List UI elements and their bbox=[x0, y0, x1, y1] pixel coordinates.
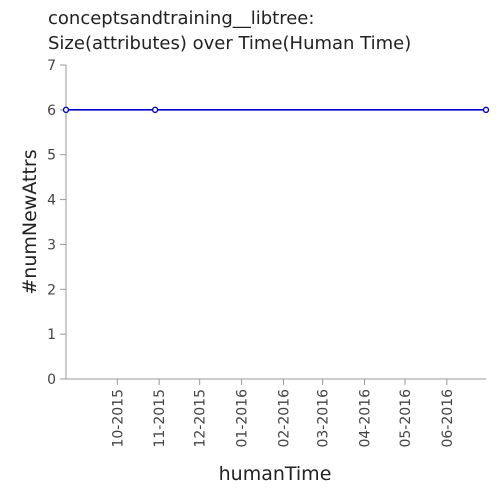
chart-title-line-2: Size(attributes) over Time(Human Time) bbox=[48, 33, 412, 54]
y-tick-label: 2 bbox=[47, 282, 56, 298]
x-tick-label: 10-2015 bbox=[110, 389, 126, 448]
data-point bbox=[482, 106, 490, 114]
x-tick-label: 05-2016 bbox=[398, 389, 414, 448]
x-axis-label: humanTime bbox=[219, 463, 332, 485]
x-axis: 10-2015 11-2015 12-2015 01-2016 02-2016 03-20… bbox=[66, 378, 486, 448]
x-tick-label: 12-2015 bbox=[193, 389, 209, 448]
y-tick-label: 4 bbox=[47, 193, 56, 209]
x-tick-label: 01-2016 bbox=[235, 389, 251, 448]
y-tick-label: 6 bbox=[47, 103, 56, 119]
chart-title: conceptsandtraining__libtree: Size(attri… bbox=[48, 6, 411, 56]
x-tick-label: 06-2016 bbox=[440, 389, 456, 448]
y-tick-label: 5 bbox=[47, 148, 56, 164]
y-tick-label: 7 bbox=[47, 58, 56, 74]
x-tick-label: 11-2015 bbox=[152, 389, 168, 448]
y-tick-label: 0 bbox=[47, 372, 56, 388]
x-tick-label: 02-2016 bbox=[276, 389, 292, 448]
y-axis: 0 1 2 3 4 5 6 7 bbox=[47, 58, 67, 388]
x-tick-label: 03-2016 bbox=[316, 389, 332, 448]
data-point bbox=[151, 106, 159, 114]
y-axis-label: #numNewAttrs bbox=[19, 149, 41, 294]
y-tick-label: 3 bbox=[47, 237, 56, 253]
x-tick-label: 04-2016 bbox=[357, 389, 373, 448]
y-tick-label: 1 bbox=[47, 327, 56, 343]
series-group bbox=[62, 106, 490, 114]
chart-title-line-1: conceptsandtraining__libtree: bbox=[48, 8, 315, 29]
data-point bbox=[62, 106, 70, 114]
